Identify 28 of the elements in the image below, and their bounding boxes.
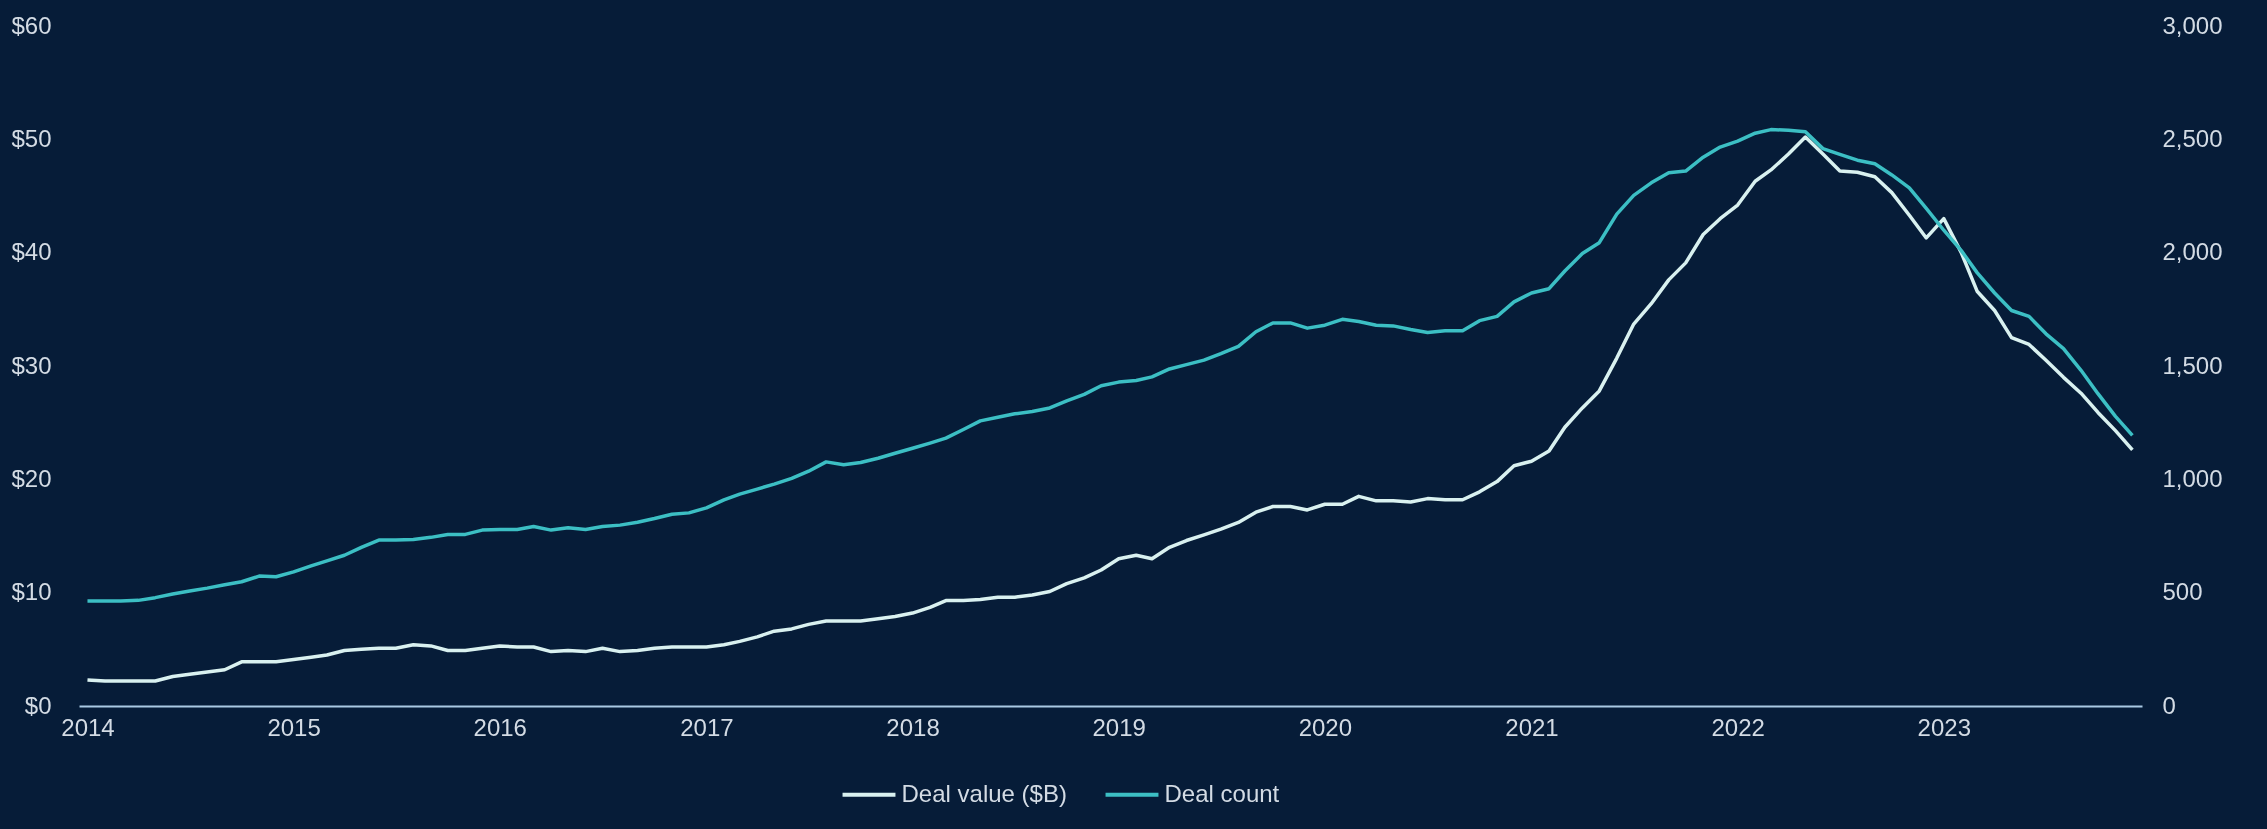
y-tick-label: $60 <box>11 11 52 39</box>
x-tick-label: 2020 <box>1298 713 1353 741</box>
y-tick-label: $0 <box>24 691 52 719</box>
x-tick-label: 2022 <box>1711 713 1765 741</box>
y2-tick-label: 1,500 <box>2162 351 2223 379</box>
y-tick-label: $50 <box>11 124 52 152</box>
line-series <box>85 135 2135 683</box>
legend-label: Deal count <box>1164 779 1280 807</box>
y-tick-label: $10 <box>11 578 52 606</box>
line-series <box>85 127 2135 603</box>
y2-tick-label: 0 <box>2162 691 2176 719</box>
x-tick-label: 2014 <box>61 713 115 741</box>
y2-tick-label: 2,000 <box>2162 238 2223 266</box>
x-tick-label: 2015 <box>267 713 321 741</box>
y2-tick-label: 3,000 <box>2162 11 2223 39</box>
x-tick-label: 2021 <box>1505 713 1559 741</box>
legend-label: Deal value ($B) <box>901 779 1067 807</box>
x-tick-label: 2023 <box>1917 713 1971 741</box>
y-tick-label: $40 <box>11 238 52 266</box>
y-tick-label: $20 <box>11 464 52 492</box>
y2-tick-label: 500 <box>2162 578 2203 606</box>
y2-tick-label: 1,000 <box>2162 464 2223 492</box>
y-tick-label: $30 <box>11 351 52 379</box>
x-tick-label: 2019 <box>1092 713 1146 741</box>
x-tick-label: 2016 <box>473 713 527 741</box>
y2-tick-label: 2,500 <box>2162 124 2223 152</box>
x-tick-label: 2017 <box>680 713 734 741</box>
x-tick-label: 2018 <box>886 713 940 741</box>
